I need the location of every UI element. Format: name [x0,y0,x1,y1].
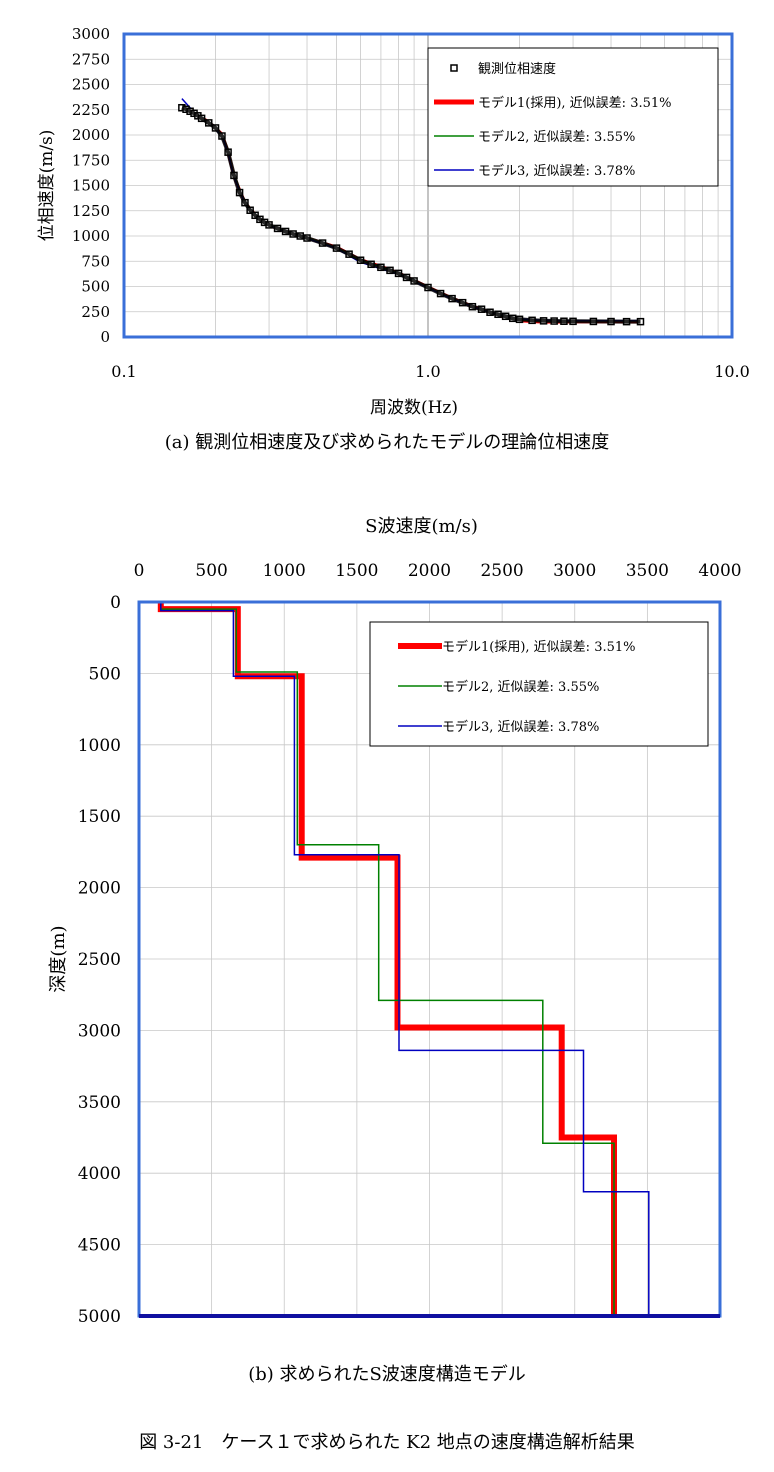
x-tick-label: 3000 [553,561,596,581]
legend-marker [450,64,458,72]
y-tick-label: 250 [81,303,110,321]
observed-band [181,105,641,324]
y-tick-label: 5000 [78,1307,121,1327]
y-tick-label: 3000 [72,25,110,43]
y-tick-label: 750 [81,252,110,270]
legend-box [427,47,719,187]
legend-label: モデル3, 近似誤差: 3.78% [478,163,635,179]
y-tick-label: 500 [89,664,121,684]
figure-caption: 図 3-21 ケース１で求められた K2 地点の速度構造解析結果 [139,1432,635,1453]
y-tick-label: 500 [81,278,110,296]
x-tick-label: 1.0 [415,362,440,381]
y-tick-label: 1000 [72,227,110,245]
x-axis-label: 周波数(Hz) [370,398,458,418]
x-tick-label: 2000 [408,561,451,581]
profile-line-1 [160,602,615,1316]
plot-frame [122,32,734,339]
y-tick-label: 2000 [78,879,121,899]
y-tick-label: 1500 [72,177,110,195]
chart-b-caption: (b) 求められたS波速度構造モデル [248,1364,526,1385]
y-tick-label: 3000 [78,1021,121,1041]
x-tick-label: 2500 [480,561,523,581]
y-axis-label: 深度(m) [48,925,69,992]
legend-label: モデル1(採用), 近似誤差: 3.51% [478,95,672,111]
y-tick-label: 4500 [78,1236,121,1256]
y-axis-label: 位相速度(m/s) [37,130,57,242]
y-tick-label: 2250 [72,101,110,119]
x-tick-label: 0 [134,561,145,581]
y-tick-label: 2500 [78,950,121,970]
y-tick-label: 1250 [72,202,110,220]
y-tick-label: 0 [100,328,110,346]
x-tick-label: 0.1 [111,362,136,381]
legend-label: モデル1(採用), 近似誤差: 3.51% [442,639,636,655]
y-tick-label: 1750 [72,151,110,169]
x-tick-label: 1000 [263,561,306,581]
x-tick-label: 10.0 [714,362,750,381]
y-tick-label: 2750 [72,50,110,68]
y-tick-label: 3500 [78,1093,121,1113]
legend-label: モデル3, 近似誤差: 3.78% [442,719,599,735]
chart-a-caption: (a) 観測位相速度及び求められたモデルの理論位相速度 [164,432,610,453]
y-tick-label: 2500 [72,76,110,94]
profile-line-2 [160,602,650,1316]
legend-label: モデル2, 近似誤差: 3.55% [478,129,635,145]
y-tick-label: 1500 [78,807,121,827]
y-tick-label: 2000 [72,126,110,144]
y-tick-label: 0 [110,593,121,613]
x-tick-label: 500 [195,561,227,581]
y-tick-label: 4000 [78,1164,121,1184]
x-tick-label: 3500 [626,561,669,581]
x-tick-label: 4000 [698,561,741,581]
legend-label: 観測位相速度 [478,61,556,77]
phase-velocity-chart: 0 250 500 750 1000 1250 1500 1750 2000 2250 2500 27… [37,25,750,418]
x-tick-label: 1500 [335,561,378,581]
legend-label: モデル2, 近似誤差: 3.55% [442,679,599,695]
y-tick-label: 1000 [78,736,121,756]
x-axis-label: S波速度(m/s) [365,516,478,537]
